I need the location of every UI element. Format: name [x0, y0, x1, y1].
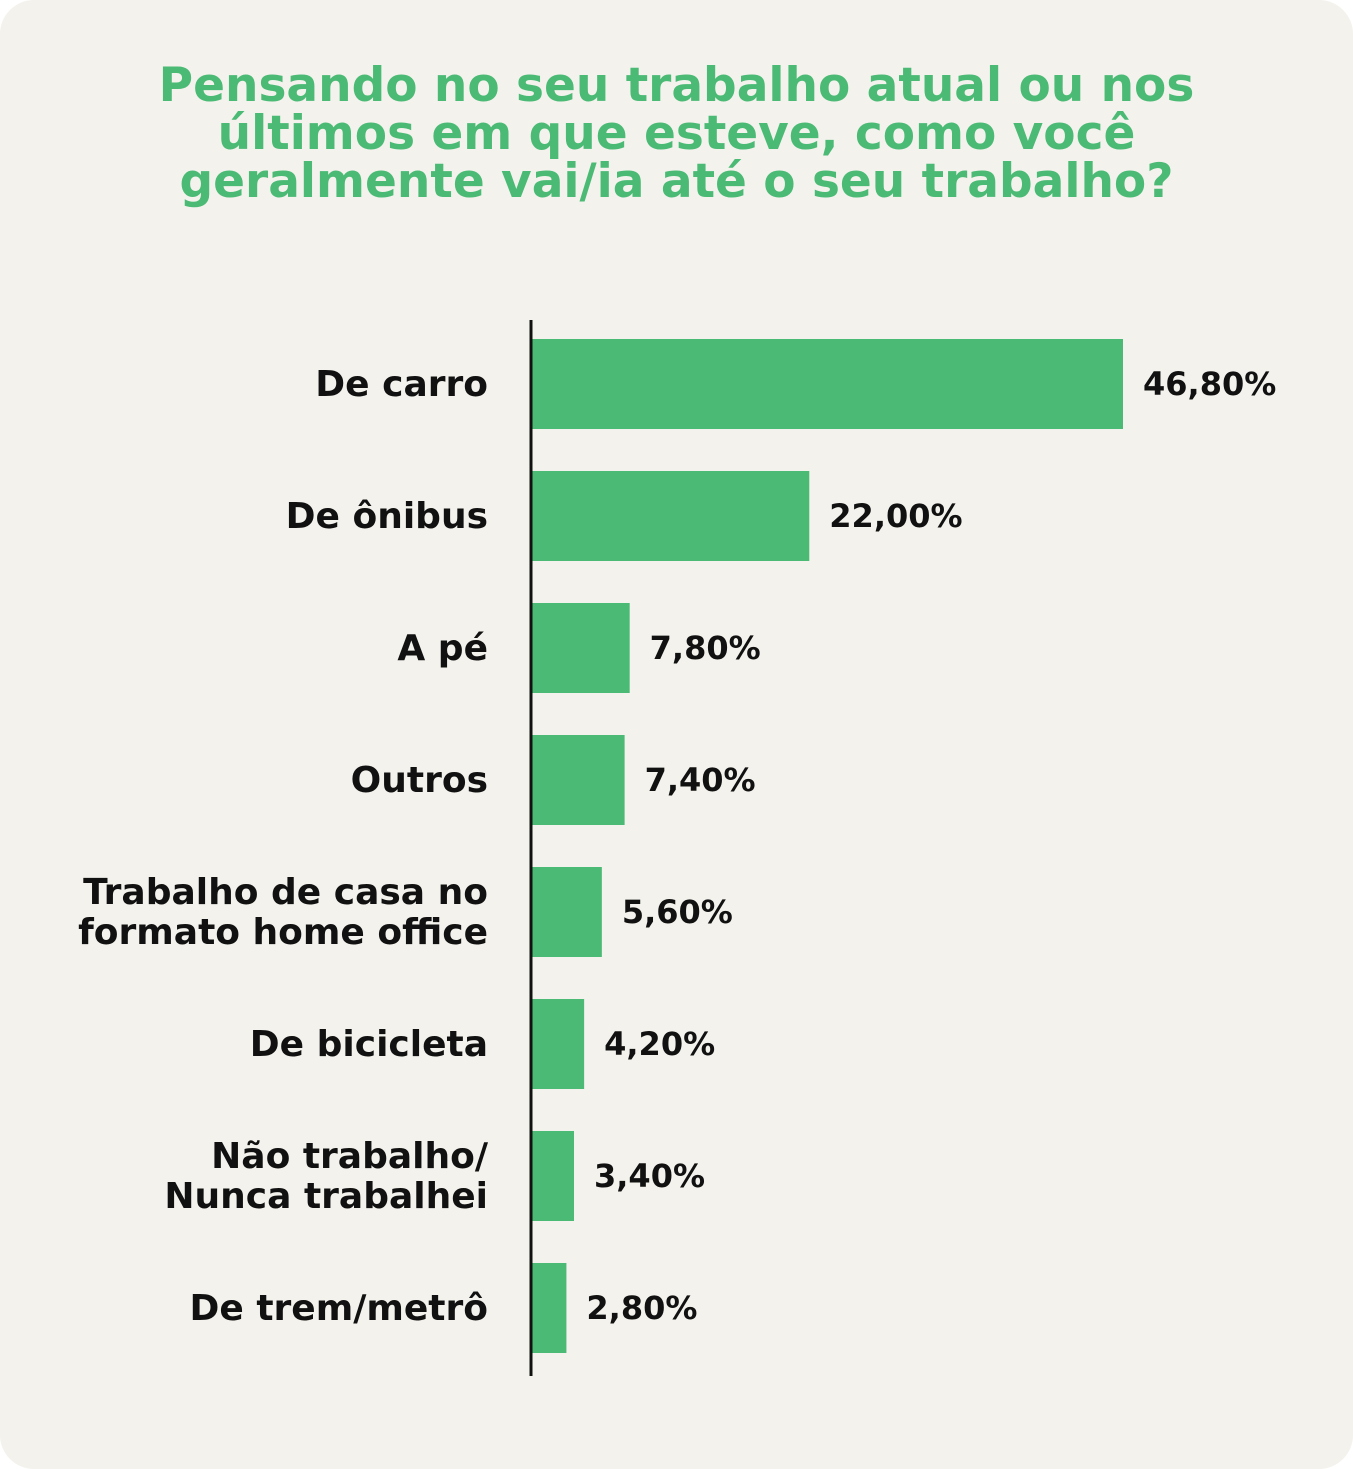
- category-label-1: De ônibus: [286, 496, 488, 537]
- category-label-4: Trabalho de casa no formato home office: [78, 872, 488, 953]
- category-label-line: De carro: [315, 364, 488, 405]
- category-label-line: De trem/metrô: [190, 1288, 489, 1329]
- bar-2: [531, 603, 630, 693]
- bar-6: [531, 1131, 575, 1221]
- bar-3: [531, 735, 625, 825]
- category-label-2: A pé: [397, 628, 488, 669]
- value-label-4: 5,60%: [622, 893, 733, 931]
- chart-title: Pensando no seu trabalho atual ou nos úl…: [158, 58, 1195, 209]
- category-label-5: De bicicleta: [250, 1024, 488, 1065]
- bar-5: [531, 999, 585, 1089]
- category-label-line: A pé: [397, 628, 488, 669]
- value-label-0: 46,80%: [1143, 365, 1276, 403]
- category-label-line: Não trabalho/: [211, 1136, 489, 1177]
- value-label-3: 7,40%: [645, 761, 756, 799]
- value-label-7: 2,80%: [586, 1289, 697, 1327]
- bar-4: [531, 867, 602, 957]
- category-label-line: Nunca trabalhei: [164, 1176, 488, 1217]
- category-label-line: Trabalho de casa no: [83, 872, 488, 913]
- value-label-2: 7,80%: [650, 629, 761, 667]
- category-label-line: De ônibus: [286, 496, 488, 537]
- bar-7: [531, 1263, 567, 1353]
- category-label-line: Outros: [351, 760, 488, 801]
- category-label-line: formato home office: [78, 912, 488, 953]
- category-label-3: Outros: [351, 760, 488, 801]
- category-label-0: De carro: [315, 364, 488, 405]
- value-label-5: 4,20%: [604, 1025, 715, 1063]
- bar-1: [531, 471, 810, 561]
- category-label-7: De trem/metrô: [190, 1288, 489, 1329]
- category-label-6: Não trabalho/Nunca trabalhei: [164, 1136, 488, 1217]
- bar-0: [531, 339, 1123, 429]
- category-label-line: De bicicleta: [250, 1024, 488, 1065]
- value-label-1: 22,00%: [829, 497, 962, 535]
- value-label-6: 3,40%: [594, 1157, 705, 1195]
